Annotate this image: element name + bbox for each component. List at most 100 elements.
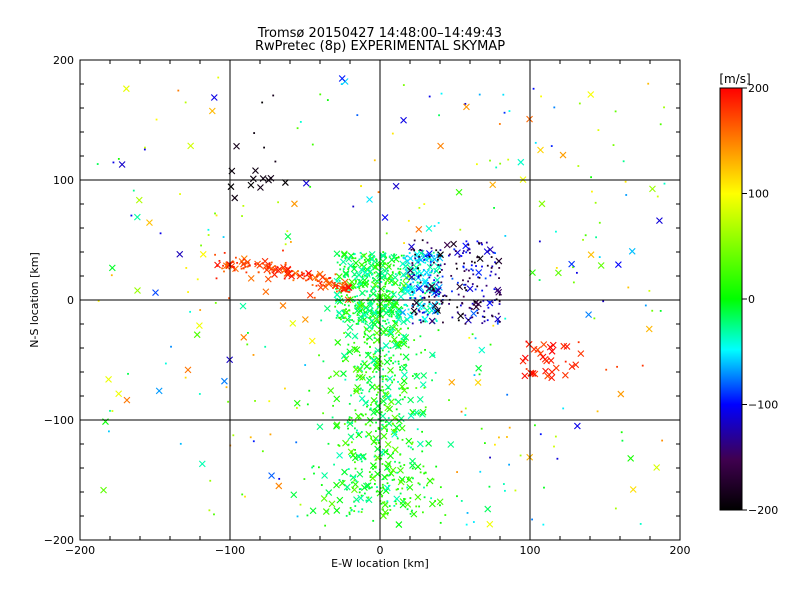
data-point-dot <box>130 214 133 217</box>
data-point-dot <box>400 278 403 281</box>
data-point-dot <box>372 355 375 358</box>
data-point-dot <box>385 303 388 306</box>
data-point-x <box>540 341 548 348</box>
data-point-dot <box>213 513 215 516</box>
data-point-dot <box>314 279 317 281</box>
data-point-dot <box>411 291 414 293</box>
data-point-x <box>585 311 592 319</box>
data-point-x <box>401 371 408 379</box>
data-point-dot <box>320 484 323 486</box>
data-point-x <box>380 397 387 405</box>
data-point-dot <box>413 249 416 252</box>
data-point-dot <box>215 277 218 280</box>
data-point-x <box>475 364 483 372</box>
data-point-x <box>347 262 355 270</box>
data-point-dot <box>418 412 420 415</box>
data-point-dot <box>108 430 110 433</box>
data-point-dot <box>382 251 385 253</box>
data-point-dot <box>420 249 423 252</box>
data-point-dot <box>538 279 541 281</box>
data-point-x <box>383 484 391 492</box>
chart-title: Tromsø 20150427 14:48:00–14:49:43 <box>257 26 503 41</box>
data-point-x <box>563 343 571 350</box>
data-point-dot <box>401 438 404 441</box>
data-point-x <box>296 272 304 280</box>
data-point-dot <box>495 298 498 301</box>
data-point-dot <box>373 285 376 288</box>
data-point-dot <box>382 294 385 297</box>
data-point-dot <box>418 319 421 322</box>
data-point-dot <box>234 256 237 259</box>
data-point-dot <box>423 472 426 475</box>
data-point-dot <box>386 430 388 433</box>
data-point-dot <box>392 264 395 267</box>
data-point-dot <box>439 264 442 267</box>
data-point-dot <box>438 303 441 305</box>
data-point-dot <box>296 515 299 518</box>
data-point-x <box>333 421 341 429</box>
data-point-x <box>384 276 392 284</box>
data-point-dot <box>409 311 412 314</box>
data-point-x <box>587 251 595 259</box>
data-point-dot <box>242 267 245 269</box>
data-point-dot <box>474 288 477 291</box>
data-point-dot <box>440 281 443 284</box>
data-point-x <box>341 278 349 286</box>
data-point-dot <box>627 286 630 289</box>
data-point-dot <box>375 267 377 270</box>
data-point-dot <box>284 243 287 246</box>
data-point-dot <box>434 371 437 374</box>
data-point-dot <box>328 277 331 280</box>
data-point-dot <box>261 450 264 453</box>
data-point-dot <box>307 278 310 281</box>
data-point-dot <box>393 478 396 481</box>
data-point-dot <box>383 355 386 358</box>
data-point-dot <box>464 314 467 317</box>
data-point-dot <box>659 310 662 312</box>
data-point-dot <box>336 314 339 317</box>
data-point-dot <box>423 203 426 206</box>
data-point-x <box>434 307 441 314</box>
x-tick-label: −200 <box>65 544 95 557</box>
data-point-dot <box>378 384 381 387</box>
data-point-dot <box>473 261 476 264</box>
data-point-dot <box>383 294 386 297</box>
data-point-x <box>290 491 298 499</box>
data-point-x <box>397 415 405 423</box>
data-point-dot <box>350 509 353 512</box>
data-point-dot <box>498 123 501 125</box>
data-point-x <box>333 291 341 299</box>
data-point-dot <box>409 512 412 515</box>
data-point-x <box>408 284 416 292</box>
data-point-dot <box>323 284 326 287</box>
data-point-dot <box>663 182 666 185</box>
data-point-x <box>257 184 264 191</box>
data-point-dot <box>422 320 425 323</box>
data-point-dot <box>268 263 271 266</box>
data-point-dot <box>223 270 225 273</box>
data-point-x <box>359 374 366 381</box>
data-point-dot <box>355 379 358 381</box>
data-point-dot <box>214 212 216 215</box>
data-point-dot <box>367 496 370 499</box>
data-point-x <box>412 409 420 417</box>
data-point-x <box>336 297 344 305</box>
colorbar-label: [m/s] <box>719 72 750 86</box>
data-point-dot <box>477 276 480 279</box>
data-point-dot <box>489 456 491 459</box>
data-point-dot <box>381 316 384 319</box>
data-point-dot <box>350 481 353 484</box>
data-point-x <box>333 507 341 514</box>
data-point-dot <box>370 473 373 476</box>
data-point-dot <box>428 295 431 298</box>
data-point-x <box>397 467 404 474</box>
data-point-dot <box>431 320 434 323</box>
data-point-dot <box>431 282 434 285</box>
data-point-dot <box>405 303 408 306</box>
data-point-dot <box>461 302 464 305</box>
data-point-dot <box>476 256 479 259</box>
data-point-dot <box>462 279 464 282</box>
data-point-x <box>244 258 251 266</box>
data-point-dot <box>284 387 286 390</box>
data-point-dot <box>424 471 427 474</box>
